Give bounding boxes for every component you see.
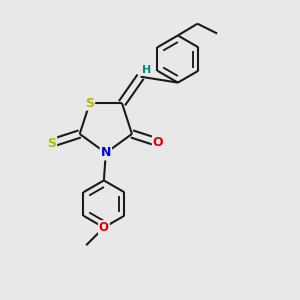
Text: S: S xyxy=(85,97,94,110)
Text: N: N xyxy=(100,146,111,159)
Text: S: S xyxy=(47,136,56,150)
Text: H: H xyxy=(142,65,151,75)
Text: O: O xyxy=(153,136,164,149)
Text: O: O xyxy=(99,221,109,234)
